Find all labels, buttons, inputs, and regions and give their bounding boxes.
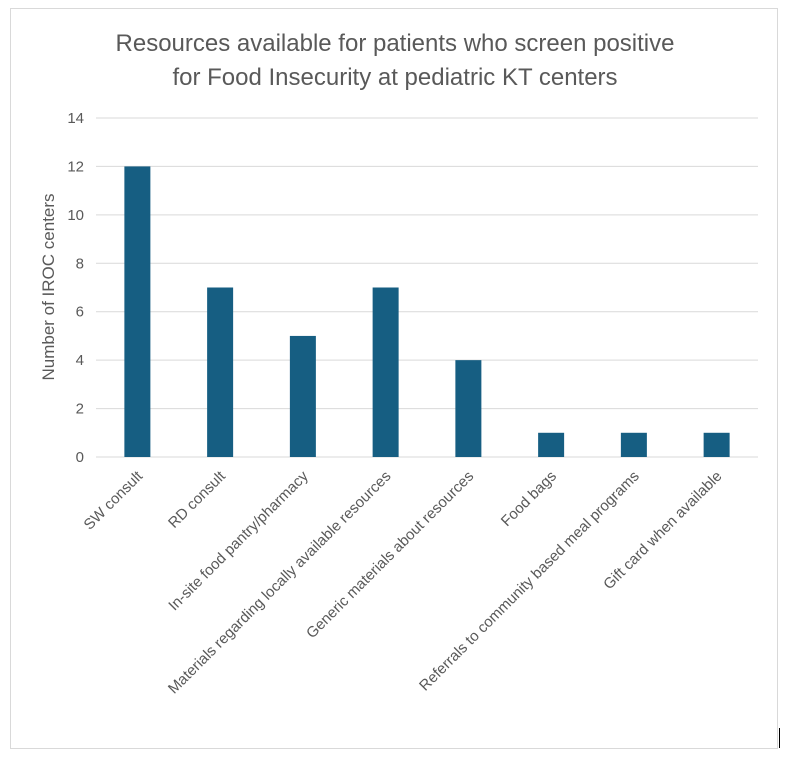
y-tick-label: 4: [76, 352, 84, 369]
y-tick-label: 2: [76, 401, 84, 418]
y-tick-label: 8: [76, 255, 84, 272]
text-cursor: [779, 728, 780, 748]
x-tick-label: Generic materials about resources: [303, 468, 477, 642]
bar-1: [124, 166, 151, 457]
y-tick-label: 14: [67, 110, 84, 127]
y-tick-labels: 0 2 4 6 8 10 12 14: [67, 110, 84, 466]
y-axis-label: Number of IROC centers: [39, 193, 58, 380]
bar-5: [455, 360, 482, 457]
gridlines: [96, 117, 758, 458]
y-tick-label: 12: [67, 158, 84, 175]
bars: [124, 166, 730, 457]
chart-frame: [10, 8, 778, 749]
y-tick-label: 10: [67, 207, 84, 224]
x-tick-label: In-site food pantry/pharmacy: [165, 467, 312, 614]
x-tick-label: SW consult: [81, 467, 147, 533]
x-tick-label: RD consult: [165, 467, 229, 531]
chart-title-line-1: Resources available for patients who scr…: [115, 30, 675, 57]
bar-8: [703, 432, 730, 457]
y-tick-label: 0: [76, 449, 84, 466]
y-tick-label: 6: [76, 304, 84, 321]
bar-6: [538, 432, 565, 457]
bar-4: [372, 287, 399, 457]
bar-3: [289, 335, 316, 457]
x-tick-label: Food bags: [498, 468, 560, 530]
bar-7: [620, 432, 647, 457]
chart-title-line-2: for Food Insecurity at pediatric KT cent…: [172, 64, 618, 91]
bar-2: [207, 287, 234, 457]
